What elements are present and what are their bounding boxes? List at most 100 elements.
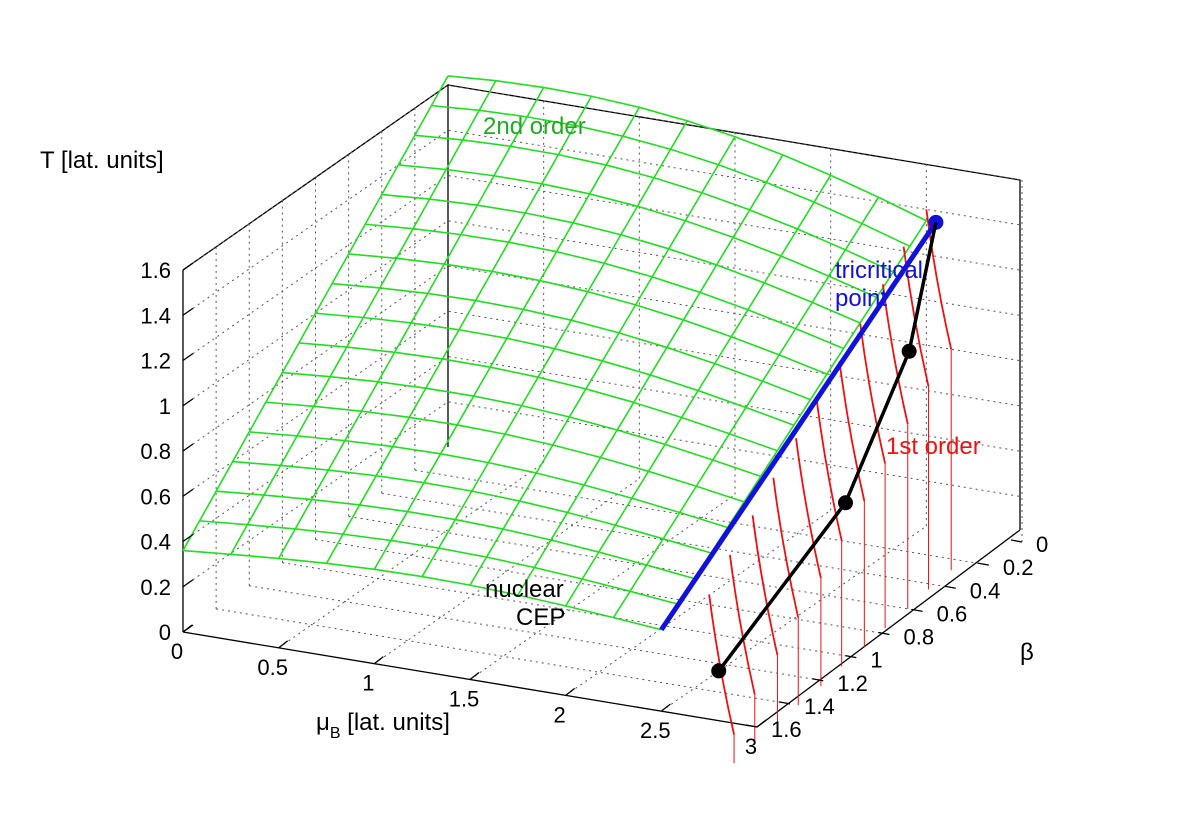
z-tick-mark xyxy=(182,307,194,316)
first-order-curve xyxy=(815,400,843,541)
surface-line-mu xyxy=(277,87,545,559)
surface-line-mu xyxy=(325,95,593,564)
cep-point-marker xyxy=(901,343,917,359)
box-floor-y xyxy=(756,529,1021,728)
z-axis-label: T [lat. units] xyxy=(40,147,164,174)
grid-floor-mu xyxy=(565,509,831,696)
surface-line-mu xyxy=(421,120,688,577)
surface-line-beta xyxy=(331,282,811,401)
grid-wall-horizontal xyxy=(182,129,1023,316)
x-tick-label: 2 xyxy=(554,702,566,727)
x-axis-label: μB [lat. units] xyxy=(316,709,450,742)
surface-line-mu xyxy=(182,75,449,551)
surface-line-mu xyxy=(373,106,641,570)
x-tick-label: 0 xyxy=(171,639,183,664)
y-tick-label: 1 xyxy=(870,648,882,673)
z-tick-mark xyxy=(182,488,194,497)
y-tick-label: 1.2 xyxy=(837,671,868,696)
annotation-second-order: 2nd order xyxy=(483,113,586,140)
y-tick-label: 0.8 xyxy=(904,625,935,650)
z-tick-label: 0.6 xyxy=(140,484,171,509)
z-tick-label: 0.8 xyxy=(140,439,171,464)
first-order-curve xyxy=(795,438,822,579)
z-tick-label: 1.4 xyxy=(140,303,171,328)
cep-point-marker xyxy=(837,495,853,511)
surface-line-mu xyxy=(564,174,832,607)
z-tick-mark xyxy=(182,443,194,452)
surface-line-beta xyxy=(398,164,877,299)
grid-wall-horizontal xyxy=(182,265,1023,452)
surface-line-beta xyxy=(298,342,778,452)
z-tick-label: 0.4 xyxy=(140,530,171,555)
first-order-curve xyxy=(772,477,800,618)
grid-floor-beta xyxy=(249,585,824,682)
surface-line-mu xyxy=(612,196,880,619)
first-order-curve xyxy=(859,323,886,464)
second-order-surface xyxy=(182,75,928,631)
x-tick-mark xyxy=(373,656,384,665)
box-back-left-edge xyxy=(182,83,449,447)
surface-line-beta xyxy=(232,460,712,554)
y-tick-mark xyxy=(878,631,890,636)
surface-line-beta xyxy=(199,520,679,605)
y-tick-mark xyxy=(911,608,923,613)
y-tick-mark xyxy=(1010,539,1023,543)
y-tick-label: 0 xyxy=(1036,532,1048,557)
y-tick-mark xyxy=(812,678,824,682)
x-tick-mark xyxy=(756,719,767,728)
first-order-curve xyxy=(902,246,930,387)
surface-line-beta xyxy=(414,134,894,273)
first-order-curve xyxy=(838,361,866,502)
x-axis-label-sub: B xyxy=(330,725,341,742)
x-tick-mark xyxy=(278,640,289,649)
axis-ticks: 00.20.40.60.811.21.41.600.511.522.5300.2… xyxy=(140,258,1048,759)
grid-floor-beta xyxy=(282,562,857,659)
annotation-tricritical-2: point xyxy=(835,285,887,312)
first-order-curve xyxy=(729,554,756,695)
annotation-nuclear-2: CEP xyxy=(516,604,565,631)
z-tick-mark xyxy=(182,352,194,362)
y-axis-label: β xyxy=(1020,639,1034,666)
grid-floor-mu xyxy=(661,525,927,712)
x-tick-label: 2.5 xyxy=(640,718,671,743)
y-tick-label: 0.2 xyxy=(1003,555,1034,580)
x-tick-mark xyxy=(182,624,193,633)
surface-line-beta xyxy=(265,401,745,503)
grid-floor-beta xyxy=(315,539,890,635)
grid-floor-beta xyxy=(348,515,923,612)
grid-floor-beta xyxy=(414,469,989,566)
first-order-curve xyxy=(751,515,779,656)
x-tick-label: 1 xyxy=(362,671,374,696)
x-tick-label: 1.5 xyxy=(449,687,480,712)
y-tick-mark xyxy=(779,701,791,705)
grid-floor-beta xyxy=(381,492,956,589)
annotation-tricritical-1: tricritical xyxy=(835,257,923,284)
gridlines xyxy=(182,84,1023,712)
z-tick-label: 1 xyxy=(159,394,171,419)
annotation-nuclear-1: nuclear xyxy=(485,576,564,603)
surface-line-beta xyxy=(315,312,795,426)
surface-line-mu xyxy=(230,80,497,555)
y-tick-label: 1.4 xyxy=(804,694,835,719)
x-tick-mark xyxy=(565,687,576,696)
z-tick-label: 0.2 xyxy=(140,575,171,600)
y-tick-mark xyxy=(977,562,989,566)
x-tick-mark xyxy=(660,703,671,712)
cep-line xyxy=(717,221,938,672)
x-axis-label-mu: μ xyxy=(316,709,330,736)
z-tick-label: 1.6 xyxy=(140,258,171,283)
critical-lines xyxy=(659,214,944,679)
grid-wall-horizontal xyxy=(182,401,1023,588)
surface-line-mu xyxy=(517,154,784,596)
y-tick-mark xyxy=(745,724,758,728)
z-tick-mark xyxy=(182,533,194,543)
box-back-top-edge xyxy=(447,84,1021,530)
surface-line-mu xyxy=(469,136,736,586)
cep-point-marker xyxy=(711,663,727,679)
z-tick-mark xyxy=(182,579,194,588)
grid-floor-beta xyxy=(216,608,791,705)
z-tick-label: 1.2 xyxy=(140,349,171,374)
x-tick-label: 3 xyxy=(745,734,757,759)
annotation-first-order: 1st order xyxy=(886,433,981,460)
